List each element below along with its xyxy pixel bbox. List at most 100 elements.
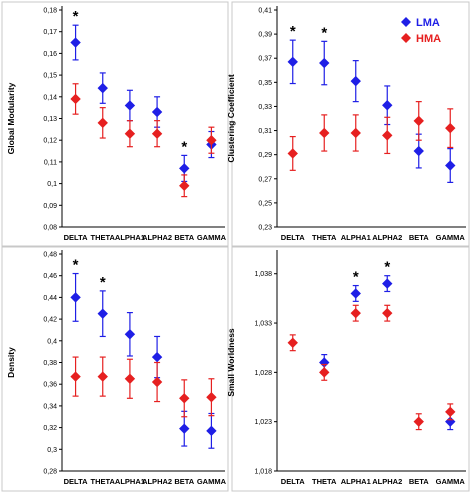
panel-1: 0,08 0,09 0,1 0,11 0,12 0,13 0,14 0,15 0,16 0,17 0… <box>1 1 229 248</box>
significance-star: * <box>100 274 106 291</box>
significance-star: * <box>290 23 296 40</box>
data-point-hma <box>382 130 393 141</box>
data-point-lma <box>319 57 330 69</box>
data-point-hma <box>97 117 108 129</box>
x-tick-label: ALPHA2 <box>372 233 402 242</box>
x-tick-label: DELTA <box>281 477 305 486</box>
x-tick-label: THETA <box>91 477 116 486</box>
data-point-hma <box>350 307 361 319</box>
legend-label-lma: LMA <box>416 17 440 29</box>
y-tick-label: 1,038 <box>254 271 272 278</box>
x-tick-label: GAMMA <box>197 477 227 486</box>
y-tick-label: 0,28 <box>43 469 57 476</box>
y-tick-label: 0,39 <box>258 32 272 39</box>
data-point-hma <box>151 128 163 139</box>
x-tick-label: ALPHA2 <box>142 477 172 486</box>
data-point-hma <box>413 115 424 127</box>
x-tick-label: THETA <box>91 233 116 242</box>
data-point-lma <box>151 106 163 118</box>
y-tick-label: 0,27 <box>258 176 272 183</box>
y-tick-label: 0,1 <box>47 181 57 188</box>
data-point-lma <box>382 278 393 289</box>
y-tick-label: 0,46 <box>43 273 57 280</box>
panel-frame <box>231 1 470 248</box>
x-tick-label: BETA <box>174 477 194 486</box>
data-point-lma <box>97 82 108 94</box>
x-tick-label: DELTA <box>64 233 88 242</box>
y-tick-label: 1,023 <box>254 419 272 426</box>
x-tick-label: ALPHA1 <box>341 477 371 486</box>
data-point-hma <box>287 337 298 348</box>
data-point-hma <box>319 367 330 378</box>
y-tick-label: 0,23 <box>258 225 272 232</box>
y-tick-label: 0,37 <box>258 56 272 63</box>
y-axis-label: Small Worldness <box>226 328 236 397</box>
y-tick-label: 0,31 <box>258 128 272 135</box>
significance-star: * <box>73 257 79 274</box>
data-point-hma <box>124 128 136 139</box>
y-axis-label: Global Modularity <box>6 82 16 154</box>
panel-3: 0,28 0,3 0,32 0,34 0,36 0,38 0,4 0,42 0,44 0,46 0,… <box>1 245 229 492</box>
y-axis-label: Clustering Coefficient <box>226 74 236 162</box>
x-tick-label: BETA <box>174 233 194 242</box>
x-tick-label: DELTA <box>64 477 88 486</box>
x-tick-label: ALPHA2 <box>372 477 402 486</box>
data-point-lma <box>179 163 190 174</box>
y-tick-label: 0,42 <box>43 317 57 324</box>
data-point-lma <box>445 160 456 171</box>
y-tick-label: 0,4 <box>47 338 57 345</box>
significance-star: * <box>181 138 187 155</box>
data-point-hma <box>382 307 393 319</box>
y-tick-label: 0,15 <box>43 73 57 80</box>
x-tick-label: ALPHA1 <box>115 233 145 242</box>
legend-marker-hma <box>401 33 411 43</box>
data-point-hma <box>70 371 81 382</box>
y-tick-label: 0,09 <box>43 203 57 210</box>
y-tick-label: 0,11 <box>44 159 57 166</box>
y-tick-label: 1,018 <box>254 469 272 476</box>
y-tick-label: 0,08 <box>43 225 57 232</box>
data-point-hma <box>124 373 136 384</box>
data-point-hma <box>445 122 456 134</box>
data-point-hma <box>445 406 456 418</box>
significance-star: * <box>353 269 359 286</box>
x-tick-label: THETA <box>312 477 337 486</box>
data-point-hma <box>70 93 81 105</box>
x-tick-label: GAMMA <box>436 233 466 242</box>
data-point-hma <box>319 127 330 139</box>
y-tick-label: 0,16 <box>43 51 57 58</box>
data-point-lma <box>179 423 190 434</box>
y-tick-label: 0,12 <box>43 138 57 145</box>
x-tick-label: BETA <box>409 477 429 486</box>
data-point-hma <box>97 371 108 382</box>
y-tick-label: 0,18 <box>43 8 57 15</box>
data-point-hma <box>206 392 217 403</box>
data-point-lma <box>70 37 81 48</box>
legend-marker-lma <box>401 17 411 27</box>
legend: LMA HMA <box>401 17 441 45</box>
x-tick-label: THETA <box>312 233 337 242</box>
data-point-lma <box>350 75 361 87</box>
y-tick-label: 0,34 <box>43 403 57 410</box>
data-point-hma <box>206 134 217 146</box>
y-tick-label: 0,25 <box>258 200 272 207</box>
panel-frame <box>1 1 229 248</box>
x-tick-label: GAMMA <box>436 477 466 486</box>
x-tick-label: ALPHA1 <box>115 477 145 486</box>
y-tick-label: 0,29 <box>258 152 272 159</box>
panel-frame <box>1 245 229 492</box>
significance-star: * <box>73 8 79 25</box>
x-tick-label: ALPHA2 <box>142 233 172 242</box>
y-tick-label: 0,13 <box>43 116 57 123</box>
y-axis-label: Density <box>6 347 16 378</box>
data-point-lma <box>124 329 136 340</box>
x-tick-label: GAMMA <box>197 233 227 242</box>
data-point-lma <box>97 308 108 319</box>
data-point-lma <box>350 288 361 299</box>
panel-4: 1,018 1,023 1,028 1,033 1,038 DELTA THETA ALPHA… <box>226 245 470 492</box>
significance-star: * <box>321 24 327 41</box>
y-tick-label: 0,35 <box>258 80 272 87</box>
data-point-lma <box>287 56 298 68</box>
panel-2: 0,23 0,25 0,27 0,29 0,31 0,33 0,35 0,37 0,39 0,41… <box>226 1 470 248</box>
